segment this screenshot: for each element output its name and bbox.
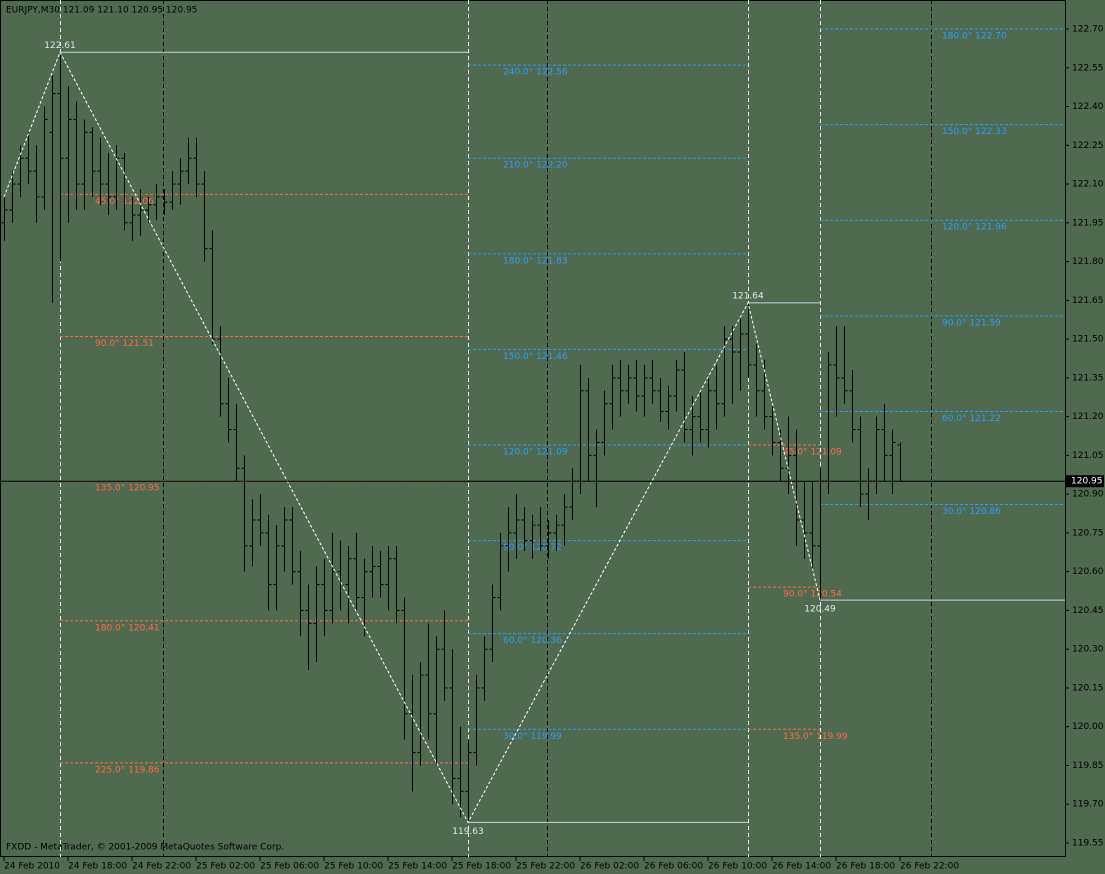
x-tick-label: 25 Feb 10:00 — [324, 862, 383, 872]
y-tick-label: 122.40 — [1072, 102, 1104, 112]
level-label: 135.0° 119.99 — [783, 732, 848, 742]
y-tick-label: 120.45 — [1072, 606, 1104, 616]
zigzag — [3, 51, 821, 824]
y-tick-label: 120.15 — [1072, 683, 1104, 693]
level-label: 90.0° 120.54 — [783, 590, 842, 600]
x-tick-label: 26 Feb 22:00 — [900, 862, 959, 872]
level-label: 180.0° 122.70 — [942, 32, 1007, 42]
x-tick-label: 25 Feb 14:00 — [388, 862, 447, 872]
level-label: 120.0° 121.96 — [942, 223, 1007, 233]
pivot-label: 120.49 — [804, 605, 836, 615]
y-tick-label: 120.60 — [1072, 567, 1104, 577]
x-tick-label: 25 Feb 06:00 — [260, 862, 319, 872]
y-tick-label: 121.95 — [1072, 218, 1104, 228]
x-tick-label: 25 Feb 22:00 — [516, 862, 575, 872]
x-tick-label: 26 Feb 02:00 — [580, 862, 639, 872]
level-label: 240.0° 122.56 — [503, 68, 568, 78]
x-tick-label: 26 Feb 06:00 — [644, 862, 703, 872]
x-tick-label: 26 Feb 18:00 — [836, 862, 895, 872]
y-tick-label: 120.00 — [1072, 722, 1104, 732]
y-tick-label: 122.70 — [1072, 25, 1104, 35]
level-label: 135.0° 120.95 — [95, 484, 160, 494]
y-tick-label: 121.05 — [1072, 451, 1104, 461]
x-tick-label: 25 Feb 18:00 — [452, 862, 511, 872]
pivot-label: 122.61 — [44, 41, 76, 51]
level-label: 30.0° 119.99 — [503, 732, 562, 742]
level-label: 30.0° 120.86 — [942, 507, 1001, 517]
level-label: 180.0° 121.83 — [503, 256, 568, 266]
y-tick-label: 119.70 — [1072, 800, 1104, 810]
y-tick-label: 120.30 — [1072, 645, 1104, 655]
x-tick-label: 25 Feb 02:00 — [196, 862, 255, 872]
current-price-box — [1066, 475, 1104, 488]
level-label: 90.0° 121.51 — [95, 339, 154, 349]
y-tick-label: 121.50 — [1072, 335, 1104, 345]
x-tick-label: 26 Feb 14:00 — [772, 862, 831, 872]
current-price-label: 120.95 — [1071, 477, 1103, 487]
level-label: 225.0° 119.86 — [95, 765, 160, 775]
y-tick-label: 121.80 — [1072, 257, 1104, 267]
pivot-label: 121.64 — [732, 291, 764, 301]
level-label: 60.0° 121.22 — [942, 414, 1001, 424]
y-tick-label: 120.90 — [1072, 490, 1104, 500]
level-label: 90.0° 121.59 — [942, 318, 1001, 328]
y-tick-label: 119.85 — [1072, 761, 1104, 771]
footer: FXDD - MetaTrader, © 2001-2009 MetaQuote… — [6, 843, 284, 853]
y-tick-label: 121.35 — [1072, 373, 1104, 383]
x-tick-label: 24 Feb 22:00 — [132, 862, 191, 872]
level-label: 180.0° 120.41 — [95, 623, 160, 633]
level-label: 45.0° 121.09 — [783, 448, 842, 458]
y-tick-label: 122.55 — [1072, 63, 1104, 73]
level-label: 210.0° 122.20 — [503, 161, 568, 171]
y-tick-label: 120.75 — [1072, 528, 1104, 538]
level-label: 150.0° 121.46 — [503, 352, 568, 362]
pivot-label: 119.63 — [452, 827, 484, 837]
level-label: 150.0° 122.33 — [942, 127, 1007, 137]
y-tick-label: 122.10 — [1072, 180, 1104, 190]
x-tick-label: 24 Feb 2010 — [4, 862, 60, 872]
level-label: 120.0° 121.09 — [503, 448, 568, 458]
chart-title: EURJPY,M30 121.09 121.10 120.95 120.95 — [6, 6, 197, 16]
y-tick-label: 119.55 — [1072, 839, 1104, 849]
y-tick-label: 122.25 — [1072, 141, 1104, 151]
y-tick-label: 121.20 — [1072, 412, 1104, 422]
y-tick-label: 121.65 — [1072, 296, 1104, 306]
x-tick-label: 26 Feb 10:00 — [708, 862, 767, 872]
level-label: 60.0° 120.36 — [503, 636, 562, 646]
x-tick-label: 24 Feb 18:00 — [68, 862, 127, 872]
plot-frame — [0, 0, 1066, 857]
